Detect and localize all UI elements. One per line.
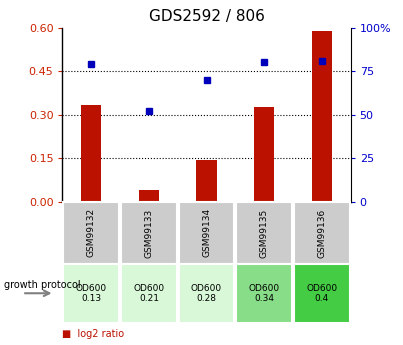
Text: GSM99136: GSM99136 (317, 208, 326, 257)
Bar (236, 202, 292, 264)
Bar (254, 107, 274, 202)
Bar (236, 264, 292, 323)
Bar (121, 264, 177, 323)
Bar (294, 202, 350, 264)
Bar (312, 30, 332, 202)
Bar (294, 264, 350, 323)
Text: GSM99135: GSM99135 (260, 208, 269, 257)
Text: OD600
0.28: OD600 0.28 (191, 284, 222, 303)
Bar (63, 202, 119, 264)
Title: GDS2592 / 806: GDS2592 / 806 (149, 9, 264, 24)
Text: GSM99132: GSM99132 (87, 208, 96, 257)
Text: OD600
0.21: OD600 0.21 (133, 284, 164, 303)
Bar (179, 264, 235, 323)
Bar (81, 105, 102, 202)
Text: OD600
0.4: OD600 0.4 (306, 284, 337, 303)
Text: OD600
0.34: OD600 0.34 (249, 284, 280, 303)
Bar (179, 202, 235, 264)
Text: OD600
0.13: OD600 0.13 (76, 284, 107, 303)
Text: ■  log2 ratio: ■ log2 ratio (62, 329, 125, 339)
Text: GSM99133: GSM99133 (144, 208, 154, 257)
Bar (121, 202, 177, 264)
Text: GSM99134: GSM99134 (202, 208, 211, 257)
Bar (139, 190, 159, 202)
Bar (196, 160, 217, 202)
Text: growth protocol: growth protocol (4, 280, 81, 290)
Bar (63, 264, 119, 323)
